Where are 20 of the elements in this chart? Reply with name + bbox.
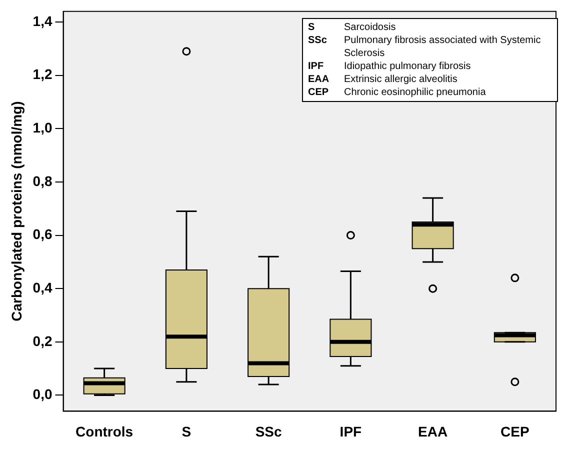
y-tick-label: 1,4 (32, 12, 52, 29)
text: SSc Pulmonary fibrosis associated with Systemic Sclerosis (308, 35, 541, 59)
y-tick-label: 1,2 (32, 66, 52, 82)
x-tick-label: Controls (76, 423, 134, 440)
text: IPF Idiopathic pulmonary fibrosis (308, 61, 471, 72)
x-tick-label: IPF (340, 423, 362, 440)
text: CEP Chronic eosinophilic pneumonia (308, 87, 486, 98)
y-tick-label: 1,0 (32, 120, 52, 136)
text: EAA Extrinsic allergic alveolitis (308, 74, 458, 85)
y-axis-title: Carbonylated proteins (nmol/mg) (8, 101, 24, 322)
x-tick-label: EAA (418, 423, 448, 440)
y-tick-label: 0,6 (32, 226, 52, 242)
text: S Sarcoidosis (308, 22, 396, 33)
x-tick-label: S (182, 423, 192, 440)
x-tick-label: CEP (500, 423, 530, 440)
y-tick-label: 0,4 (32, 279, 52, 296)
y-tick-label: 0,2 (32, 332, 52, 349)
y-tick-label: 0,0 (32, 386, 52, 402)
x-tick-label: SSc (255, 423, 282, 440)
y-tick-label: 0,8 (32, 172, 52, 189)
